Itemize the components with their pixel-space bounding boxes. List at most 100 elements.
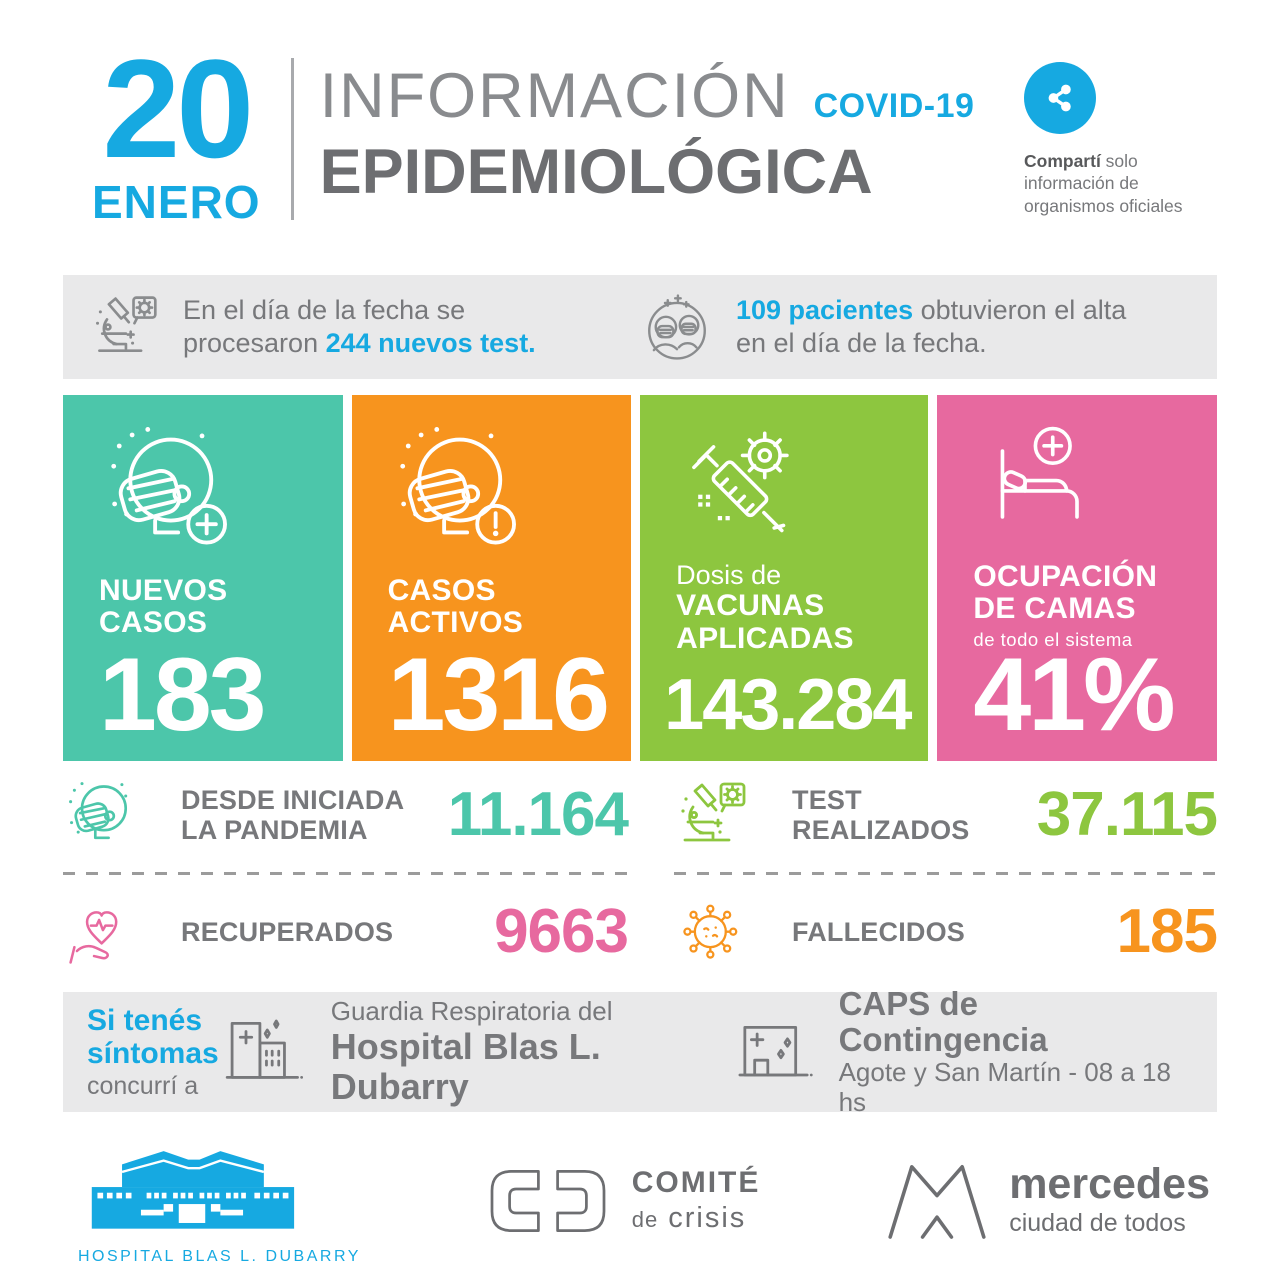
- mercedes-line2: ciudad de todos: [1009, 1209, 1186, 1238]
- clinic-building-icon: [735, 1019, 817, 1085]
- total-label-line1: TEST: [792, 784, 862, 815]
- daily-tests-item: En el día de la fecha se procesaron 244 …: [89, 291, 640, 363]
- daily-tests-line1: En el día de la fecha se: [183, 294, 466, 325]
- daily-discharges-text: 109 pacientes obtuvieron el alta en el d…: [736, 294, 1126, 360]
- card-label-line1: OCUPACIÓN: [973, 559, 1158, 593]
- daily-discharges-line2: en el día de la fecha.: [736, 327, 987, 358]
- card-sublabel: de todo el sistema: [973, 628, 1133, 650]
- recuperados-value: 9663: [494, 897, 629, 967]
- card-prelabel: Dosis de: [676, 559, 782, 590]
- share-icon: [1024, 62, 1096, 134]
- total-label-pandemia: DESDE INICIADA LA PANDEMIA: [181, 785, 404, 845]
- place-guardia: Guardia Respiratoria del Hospital Blas L…: [219, 996, 735, 1107]
- card-casos-activos: CASOS ACTIVOS 1316: [351, 394, 632, 761]
- mercedes-text: mercedes ciudad de todos: [1009, 1163, 1210, 1238]
- share-note: Compartí solo información de organismos …: [1024, 150, 1220, 217]
- place-guardia-name: Hospital Blas L. Dubarry: [330, 1026, 601, 1107]
- total-row-tests: TEST REALIZADOS 37.115: [674, 767, 1218, 863]
- card-label-line2: ACTIVOS: [387, 606, 524, 640]
- hospital-building-icon: [219, 1015, 309, 1089]
- syringe-virus-icon: [676, 423, 910, 551]
- date-month: ENERO: [92, 175, 261, 228]
- symptoms-intro: Si tenés síntomas concurrí a: [87, 1004, 219, 1099]
- total-label-line2: LA PANDEMIA: [181, 814, 368, 845]
- card-label-line2: DE CAMAS: [973, 592, 1136, 626]
- hospital-silhouette-logo: [78, 1136, 361, 1240]
- masked-face-plus-icon: [99, 423, 325, 561]
- vacunas-value: 143.284: [664, 664, 912, 745]
- covid-19-tag: COVID-19: [813, 87, 975, 125]
- total-row-fallecidos: FALLECIDOS 185: [674, 884, 1218, 980]
- ocupacion-camas-value: 41%: [973, 636, 1175, 753]
- title-block: INFORMACIÓN COVID-19 EPIDEMIOLÓGICA: [320, 52, 975, 208]
- total-label-line1: RECUPERADOS: [181, 916, 394, 947]
- microscope-icon: [89, 291, 161, 363]
- daily-discharges-item: 109 pacientes obtuvieron el alta en el d…: [640, 290, 1191, 364]
- hospital-logo: HOSPITAL BLAS L. DUBARRY: [78, 1136, 361, 1266]
- symptoms-intro-line1: Si tenés: [87, 1004, 203, 1038]
- card-ocupacion-camas: OCUPACIÓN DE CAMAS de todo el sistema 41…: [937, 394, 1217, 761]
- total-label-line2: REALIZADOS: [792, 814, 970, 845]
- total-label-line1: DESDE INICIADA: [181, 784, 405, 815]
- daily-discharges-highlight: 109 pacientes: [736, 294, 914, 325]
- hospital-bed-icon: [973, 423, 1199, 551]
- date-day: 20: [102, 30, 254, 187]
- comite-line1: COMITÉ: [631, 1166, 761, 1200]
- symptoms-intro-line2: síntomas: [87, 1037, 219, 1071]
- daily-tests-text: En el día de la fecha se procesaron 244 …: [183, 294, 536, 360]
- card-vacunas: Dosis de VACUNAS APLICADAS 143.284: [640, 394, 929, 761]
- microscope-icon: [674, 777, 750, 853]
- date-block: 20 ENERO: [92, 30, 261, 229]
- mercedes-logo: mercedes ciudad de todos: [883, 1156, 1210, 1246]
- mercedes-m-logo: [883, 1156, 991, 1246]
- share-note-rest: solo: [1100, 151, 1138, 171]
- masked-face-icon: [63, 777, 139, 853]
- masked-patients-icon: [640, 290, 714, 364]
- share-note-line2: información de: [1024, 173, 1139, 194]
- place-guardia-text: Guardia Respiratoria del Hospital Blas L…: [330, 996, 735, 1107]
- daily-discharges-line1: obtuvieron el alta: [913, 294, 1127, 325]
- share-note-line3: organismos oficiales: [1024, 195, 1183, 216]
- totals-right-column: TEST REALIZADOS 37.115: [674, 767, 1218, 980]
- card-label-line1: CASOS: [387, 573, 496, 607]
- daily-tests-line2: procesaron: [183, 327, 326, 358]
- comite-de-crisis-logo: COMITÉ de crisis: [484, 1165, 761, 1237]
- card-label-line1: VACUNAS: [676, 589, 825, 623]
- dashed-divider: [674, 871, 1217, 875]
- footer-logos: HOSPITAL BLAS L. DUBARRY COMITÉ de crisi…: [78, 1136, 1210, 1266]
- card-label-line2: CASOS: [99, 606, 208, 640]
- card-label-line1: NUEVOS: [99, 573, 228, 607]
- comite-brackets-logo: [484, 1165, 612, 1237]
- totals-left-column: DESDE INICIADA LA PANDEMIA 11.164 RECUP: [63, 767, 629, 980]
- page-title-line2: EPIDEMIOLÓGICA: [319, 137, 873, 207]
- total-row-recuperados: RECUPERADOS 9663: [63, 884, 629, 980]
- share-block: Compartí solo información de organismos …: [1024, 52, 1220, 217]
- header: 20 ENERO INFORMACIÓN COVID-19 EPIDEMIOLÓ…: [0, 0, 1280, 229]
- symptoms-intro-line3: concurrí a: [87, 1072, 199, 1101]
- pandemia-value: 11.164: [447, 780, 629, 850]
- cumulative-totals: DESDE INICIADA LA PANDEMIA 11.164 RECUP: [63, 767, 1218, 980]
- comite-de: de: [631, 1207, 659, 1233]
- hospital-logo-text: HOSPITAL BLAS L. DUBARRY: [78, 1247, 361, 1265]
- total-label-line1: FALLECIDOS: [792, 916, 966, 947]
- tests-value: 37.115: [1036, 780, 1218, 850]
- daily-stats-bar: En el día de la fecha se procesaron 244 …: [63, 274, 1217, 379]
- card-nuevos-casos: NUEVOS CASOS 183: [63, 394, 343, 761]
- daily-tests-highlight: 244 nuevos test.: [325, 327, 536, 358]
- stat-cards: NUEVOS CASOS 183: [63, 394, 1217, 761]
- place-caps-text: CAPS de Contingencia Agote y San Martín …: [839, 985, 1193, 1118]
- heart-hand-icon: [63, 894, 139, 970]
- casos-activos-value: 1316: [387, 636, 610, 753]
- share-note-bold: Compartí: [1024, 151, 1101, 171]
- page-title-line1: INFORMACIÓN: [319, 61, 790, 131]
- header-divider: [290, 58, 294, 220]
- symptoms-bar: Si tenés síntomas concurrí a Guardia Res…: [63, 985, 1217, 1117]
- place-caps: CAPS de Contingencia Agote y San Martín …: [735, 985, 1193, 1118]
- comite-crisis: crisis: [668, 1202, 747, 1235]
- virus-icon: [674, 894, 750, 970]
- total-row-pandemia: DESDE INICIADA LA PANDEMIA 11.164: [63, 767, 629, 863]
- nuevos-casos-value: 183: [99, 636, 267, 753]
- card-label-line2: APLICADAS: [676, 621, 854, 655]
- fallecidos-value: 185: [1116, 897, 1218, 967]
